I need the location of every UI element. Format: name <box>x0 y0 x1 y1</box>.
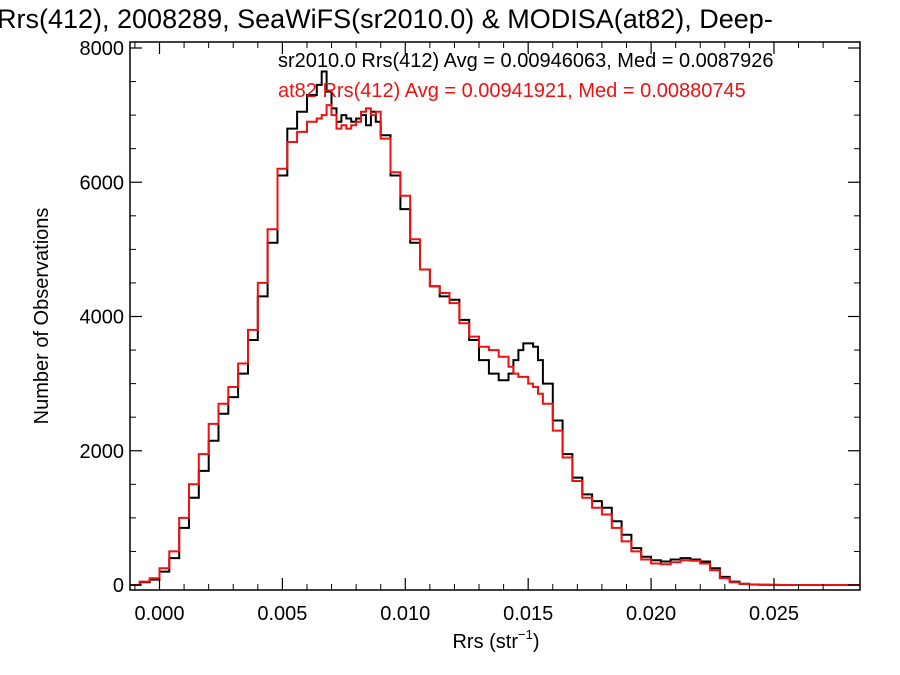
x-axis-label-superscript: −1 <box>518 627 533 642</box>
y-tick-label: 6000 <box>80 172 125 194</box>
plot-frame <box>129 41 861 591</box>
x-tick-label: 0.015 <box>503 603 553 625</box>
chart-title: Rrs(412), 2008289, SeaWiFS(sr2010.0) & M… <box>0 4 773 34</box>
y-axis-label: Number of Observations <box>31 208 53 425</box>
x-tick-label: 0.025 <box>749 603 799 625</box>
y-tick-label: 2000 <box>80 441 125 463</box>
y-tick-label: 0 <box>113 575 124 597</box>
x-tick-label: 0.000 <box>134 603 184 625</box>
x-tick-label: 0.005 <box>257 603 307 625</box>
x-axis-label-main: Rrs (str <box>452 631 518 653</box>
annotation-at82-stats: at82 Rrs(412) Avg = 0.00941921, Med = 0.… <box>278 80 746 102</box>
series-sr2010-line <box>130 70 860 586</box>
x-tick-label: 0.010 <box>380 603 430 625</box>
x-axis-label: Rrs (str−1) <box>452 627 539 653</box>
x-tick-label: 0.020 <box>626 603 676 625</box>
y-tick-label: 4000 <box>80 307 125 329</box>
x-axis-label-close: ) <box>533 631 540 653</box>
axis-ticks: 0.000 0.005 0.010 0.015 0.020 0.025 0 2000 4000 6… <box>80 38 860 625</box>
series-at82-line <box>130 104 860 586</box>
y-tick-label: 8000 <box>80 38 125 60</box>
plot-series-layer <box>130 70 860 586</box>
annotation-sr2010-stats: sr2010.0 Rrs(412) Avg = 0.00946063, Med … <box>278 50 774 72</box>
